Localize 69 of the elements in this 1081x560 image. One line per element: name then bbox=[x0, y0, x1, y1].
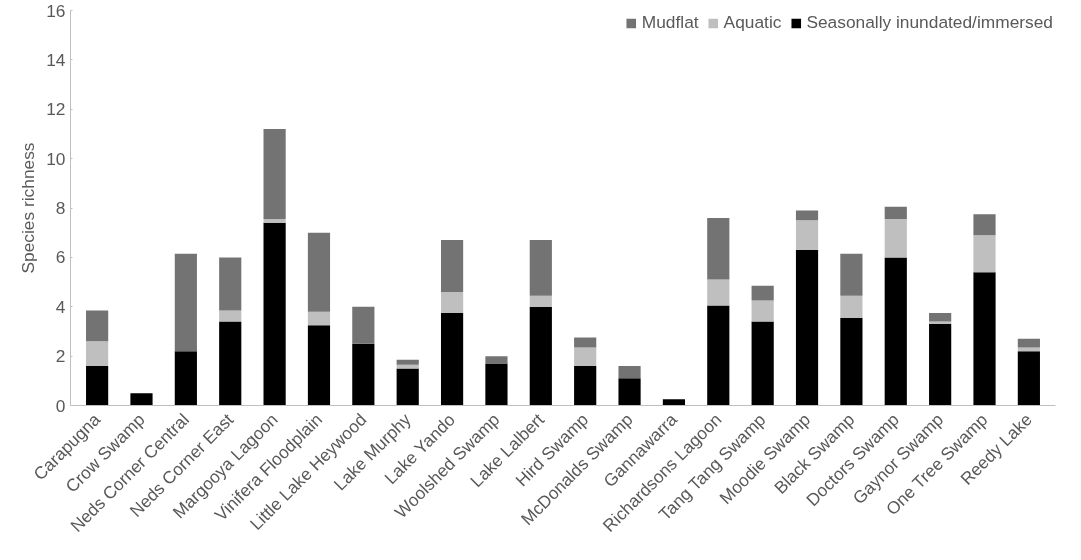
bar bbox=[86, 341, 109, 366]
bar bbox=[795, 210, 819, 221]
bar bbox=[707, 279, 730, 306]
y-tick-label: 14 bbox=[46, 49, 66, 70]
bar bbox=[751, 300, 774, 322]
bar bbox=[174, 253, 197, 352]
bar bbox=[884, 206, 907, 220]
bar bbox=[485, 356, 508, 364]
bar bbox=[751, 321, 774, 406]
bar bbox=[307, 232, 331, 312]
y-tick-label: 4 bbox=[55, 296, 66, 317]
bar bbox=[219, 257, 242, 311]
bar bbox=[574, 366, 597, 406]
bar bbox=[574, 337, 597, 348]
bar bbox=[352, 306, 375, 344]
bar bbox=[440, 291, 464, 313]
bar bbox=[130, 393, 153, 406]
y-tick-label: 8 bbox=[55, 198, 66, 218]
bar bbox=[440, 312, 464, 406]
bar bbox=[929, 324, 952, 406]
bar bbox=[263, 129, 286, 220]
bar bbox=[219, 310, 242, 322]
bar bbox=[840, 253, 863, 296]
bar bbox=[263, 219, 286, 223]
bar bbox=[707, 217, 730, 280]
legend-label: Mudflat bbox=[641, 12, 699, 33]
bar bbox=[618, 366, 641, 379]
bar bbox=[840, 317, 863, 406]
bar bbox=[929, 312, 952, 322]
bar bbox=[396, 368, 419, 406]
bar bbox=[174, 351, 197, 406]
bar bbox=[840, 295, 863, 318]
bar bbox=[86, 366, 109, 406]
legend-label: Seasonally inundated/immersed bbox=[806, 12, 1053, 33]
legend-label: Aquatic bbox=[723, 12, 782, 33]
bar bbox=[86, 310, 109, 342]
y-tick-label: 6 bbox=[55, 247, 66, 268]
bar bbox=[973, 272, 996, 406]
bar bbox=[884, 257, 907, 406]
bar bbox=[440, 240, 464, 292]
bar bbox=[219, 321, 242, 406]
bar bbox=[263, 222, 286, 406]
bar bbox=[795, 249, 819, 406]
bar bbox=[1017, 347, 1040, 352]
bar bbox=[973, 214, 996, 236]
y-tick-label: 2 bbox=[55, 346, 66, 367]
bar bbox=[352, 343, 375, 406]
bar bbox=[485, 363, 508, 406]
bar bbox=[1017, 351, 1040, 406]
bar bbox=[574, 347, 597, 366]
bar bbox=[529, 306, 552, 406]
bar bbox=[751, 285, 774, 301]
bar bbox=[884, 219, 907, 258]
bar bbox=[307, 311, 331, 326]
y-axis-title: Species richness bbox=[18, 142, 39, 274]
y-tick-label: 12 bbox=[46, 99, 66, 120]
bar bbox=[973, 235, 996, 273]
bar bbox=[307, 325, 331, 406]
bar bbox=[707, 305, 730, 406]
y-tick-label: 16 bbox=[46, 0, 66, 21]
bar bbox=[396, 359, 419, 365]
bar bbox=[1017, 338, 1040, 348]
bar bbox=[795, 220, 819, 250]
bar bbox=[529, 295, 552, 307]
bar bbox=[662, 399, 686, 406]
y-tick-label: 0 bbox=[55, 395, 66, 416]
bar bbox=[529, 240, 552, 296]
bar bbox=[618, 378, 641, 406]
y-tick-label: 10 bbox=[46, 148, 66, 169]
